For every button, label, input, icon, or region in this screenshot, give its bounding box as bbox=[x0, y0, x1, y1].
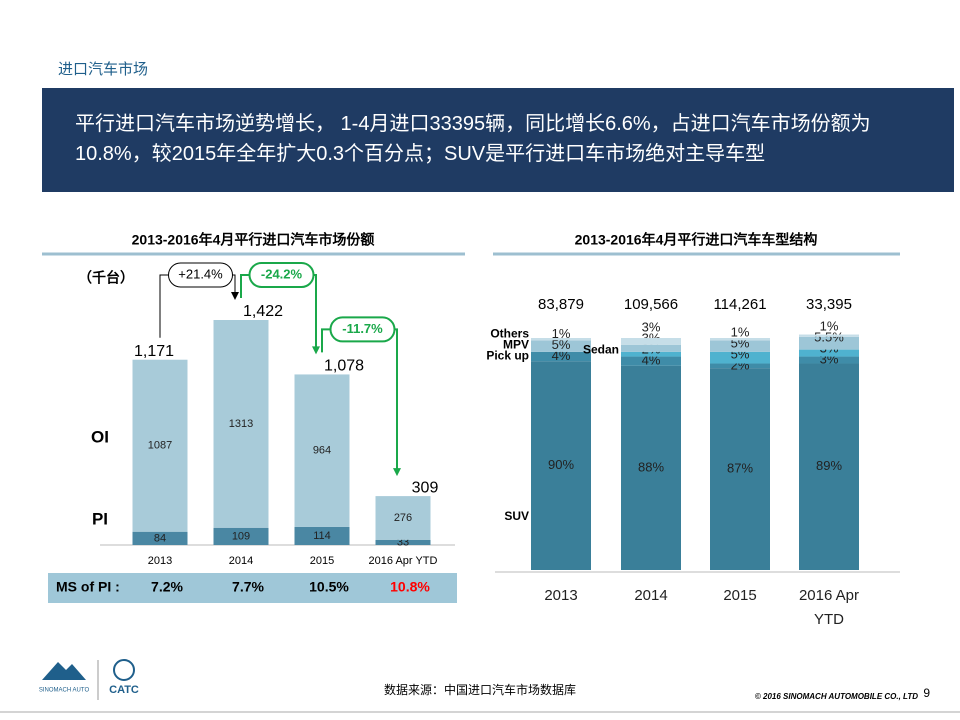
series-label: Others bbox=[490, 327, 529, 341]
value-label: 84 bbox=[154, 532, 166, 544]
value-label: 5.5% bbox=[814, 329, 844, 344]
bar-segment bbox=[621, 338, 681, 345]
series-label: Pick up bbox=[486, 349, 529, 363]
chart-title: 2013-2016年4月平行进口汽车车型结构 bbox=[575, 232, 818, 248]
x-tick-label: 2016 Apr YTD bbox=[798, 587, 860, 628]
value-label: 1313 bbox=[229, 418, 253, 430]
series-label: OI bbox=[91, 427, 109, 446]
value-label: 1087 bbox=[148, 440, 172, 452]
bar-segment bbox=[799, 363, 859, 570]
total-label: 1,171 bbox=[134, 343, 174, 360]
bar-segment bbox=[621, 351, 681, 357]
section-title: 进口汽车市场 bbox=[58, 61, 149, 78]
value-label: 5% bbox=[552, 337, 571, 352]
logo-text: SINOMACH AUTO bbox=[39, 688, 90, 694]
bar-segment bbox=[531, 361, 591, 570]
series-label: SUV bbox=[504, 509, 529, 523]
total-label: 83,879 bbox=[538, 296, 584, 313]
value-label: 1% bbox=[820, 318, 839, 333]
x-tick-label: 2014 bbox=[634, 587, 668, 604]
banner: 平行进口汽车市场逆势增长， 1-4月进口33395辆，同比增长6.6%，占进口汽… bbox=[42, 88, 954, 192]
chart-title: 2013-2016年4月平行进口汽车市场份额 bbox=[132, 232, 375, 248]
series-label: Sedan bbox=[583, 342, 619, 356]
ms-value: 7.7% bbox=[232, 579, 264, 595]
bar-segment bbox=[375, 496, 431, 540]
annotation-box bbox=[329, 316, 396, 343]
bar-segment bbox=[213, 320, 269, 528]
annotation: +21.4% bbox=[178, 266, 223, 281]
x-tick-label: 2013 bbox=[148, 555, 172, 567]
value-label: 1% bbox=[731, 324, 750, 339]
bar-segment bbox=[621, 365, 681, 570]
logo-text: CATC bbox=[109, 684, 139, 696]
bar-segment bbox=[294, 526, 350, 545]
bar-segment bbox=[132, 359, 188, 532]
bar-segment bbox=[531, 340, 591, 352]
bar-segment bbox=[621, 356, 681, 366]
annotation: -11.7% bbox=[342, 321, 383, 336]
unit-label: （千台） bbox=[78, 270, 134, 286]
bar-segment bbox=[710, 340, 770, 352]
x-tick-label: 2013 bbox=[544, 587, 578, 604]
source: 数据来源：中国进口汽车市场数据库 bbox=[384, 682, 576, 697]
value-label: 114 bbox=[313, 530, 331, 542]
bar-segment bbox=[710, 338, 770, 341]
copyright: © 2016 SINOMACH AUTOMOBILE CO., LTD bbox=[755, 692, 918, 701]
x-tick-label: 2014 bbox=[229, 555, 253, 567]
value-label: 276 bbox=[394, 512, 412, 524]
bar-segment bbox=[375, 539, 431, 545]
value-label: 1% bbox=[552, 326, 571, 341]
series-label: PI bbox=[92, 509, 108, 528]
total-label: 1,078 bbox=[324, 358, 364, 375]
x-tick-label: 2015 bbox=[723, 587, 757, 604]
value-label: 964 bbox=[313, 445, 331, 457]
bar-segment bbox=[710, 368, 770, 570]
logo-icon bbox=[42, 662, 86, 680]
value-label: 3% bbox=[642, 320, 661, 335]
bar-segment bbox=[710, 351, 770, 364]
ms-value: 10.5% bbox=[309, 579, 349, 595]
arrow-head bbox=[393, 468, 401, 477]
total-label: 114,261 bbox=[713, 296, 766, 313]
value-label: 109 bbox=[232, 530, 250, 542]
annotation-box bbox=[248, 262, 315, 288]
ms-value: 7.2% bbox=[151, 579, 183, 595]
value-label: 88% bbox=[638, 459, 664, 474]
ms-row bbox=[48, 573, 457, 603]
bar-segment bbox=[621, 344, 681, 352]
bar-segment bbox=[799, 349, 859, 357]
bar-segment bbox=[710, 363, 770, 369]
annotation: -24.2% bbox=[261, 266, 303, 281]
annotation-box bbox=[168, 262, 233, 288]
ms-label: MS of PI : bbox=[56, 579, 120, 595]
bar-segment bbox=[799, 356, 859, 364]
total-label: 33,395 bbox=[806, 296, 852, 313]
value-label: 90% bbox=[548, 457, 574, 472]
series-label: MPV bbox=[503, 338, 529, 352]
bar-segment bbox=[799, 336, 859, 350]
x-tick-label: 2015 bbox=[310, 555, 334, 567]
arrow-head bbox=[312, 346, 320, 355]
logo-icon bbox=[113, 659, 135, 681]
bar-segment bbox=[213, 527, 269, 545]
value-label: 87% bbox=[727, 461, 753, 476]
arrow-head bbox=[231, 292, 239, 300]
page-number: 9 bbox=[923, 686, 930, 700]
bar-segment bbox=[132, 531, 188, 545]
value-label: 89% bbox=[816, 458, 842, 473]
ms-value: 10.8% bbox=[390, 579, 430, 595]
total-label: 1,422 bbox=[243, 303, 283, 320]
bar-segment bbox=[799, 334, 859, 337]
x-tick-label: 2016 Apr YTD bbox=[369, 555, 438, 567]
bar-segment bbox=[531, 338, 591, 341]
total-label: 109,566 bbox=[624, 296, 678, 313]
total-label: 309 bbox=[412, 479, 439, 496]
bar-segment bbox=[294, 374, 350, 527]
bar-segment bbox=[531, 351, 591, 362]
